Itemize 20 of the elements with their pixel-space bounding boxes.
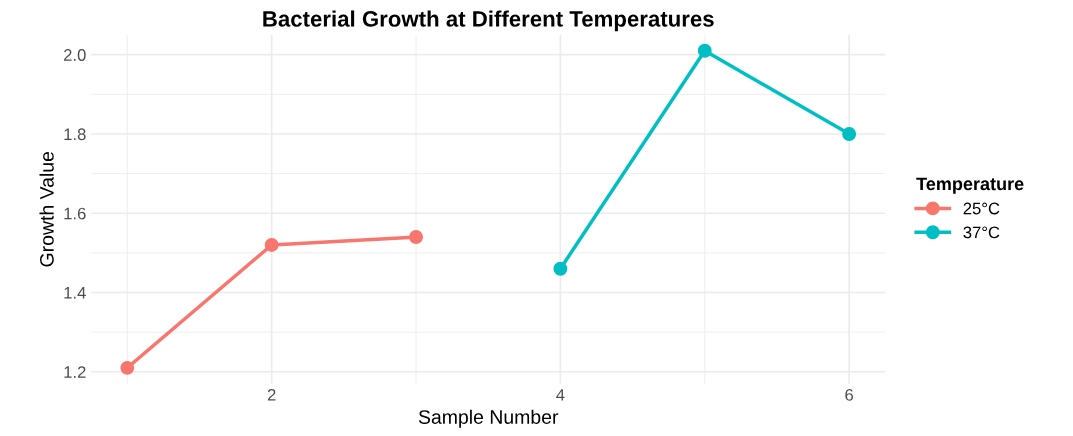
x-tick-label: 6 bbox=[845, 388, 854, 401]
chart-title: Bacterial Growth at Different Temperatures bbox=[263, 10, 714, 32]
y-tick-label: 1.4 bbox=[64, 287, 86, 299]
y-axis-title: Growth Value bbox=[39, 151, 54, 267]
point bbox=[697, 43, 712, 58]
point bbox=[842, 127, 857, 141]
point bbox=[120, 360, 135, 375]
point bbox=[409, 230, 423, 244]
y-tick-label: 2.0 bbox=[64, 49, 86, 61]
point bbox=[553, 261, 568, 276]
y-tick-label: 1.6 bbox=[64, 207, 86, 220]
point bbox=[264, 238, 279, 252]
y-tick-label: 1.2 bbox=[64, 366, 86, 378]
legend-title: Temperature bbox=[916, 177, 1024, 194]
y-tick-label: 1.8 bbox=[64, 128, 86, 141]
legend-label: 25°C bbox=[963, 202, 1000, 215]
x-tick-label: 4 bbox=[556, 389, 565, 401]
legend-label: 37°C bbox=[963, 226, 1000, 239]
x-tick-label: 2 bbox=[267, 388, 276, 401]
x-axis-title: Sample Number bbox=[418, 409, 559, 428]
